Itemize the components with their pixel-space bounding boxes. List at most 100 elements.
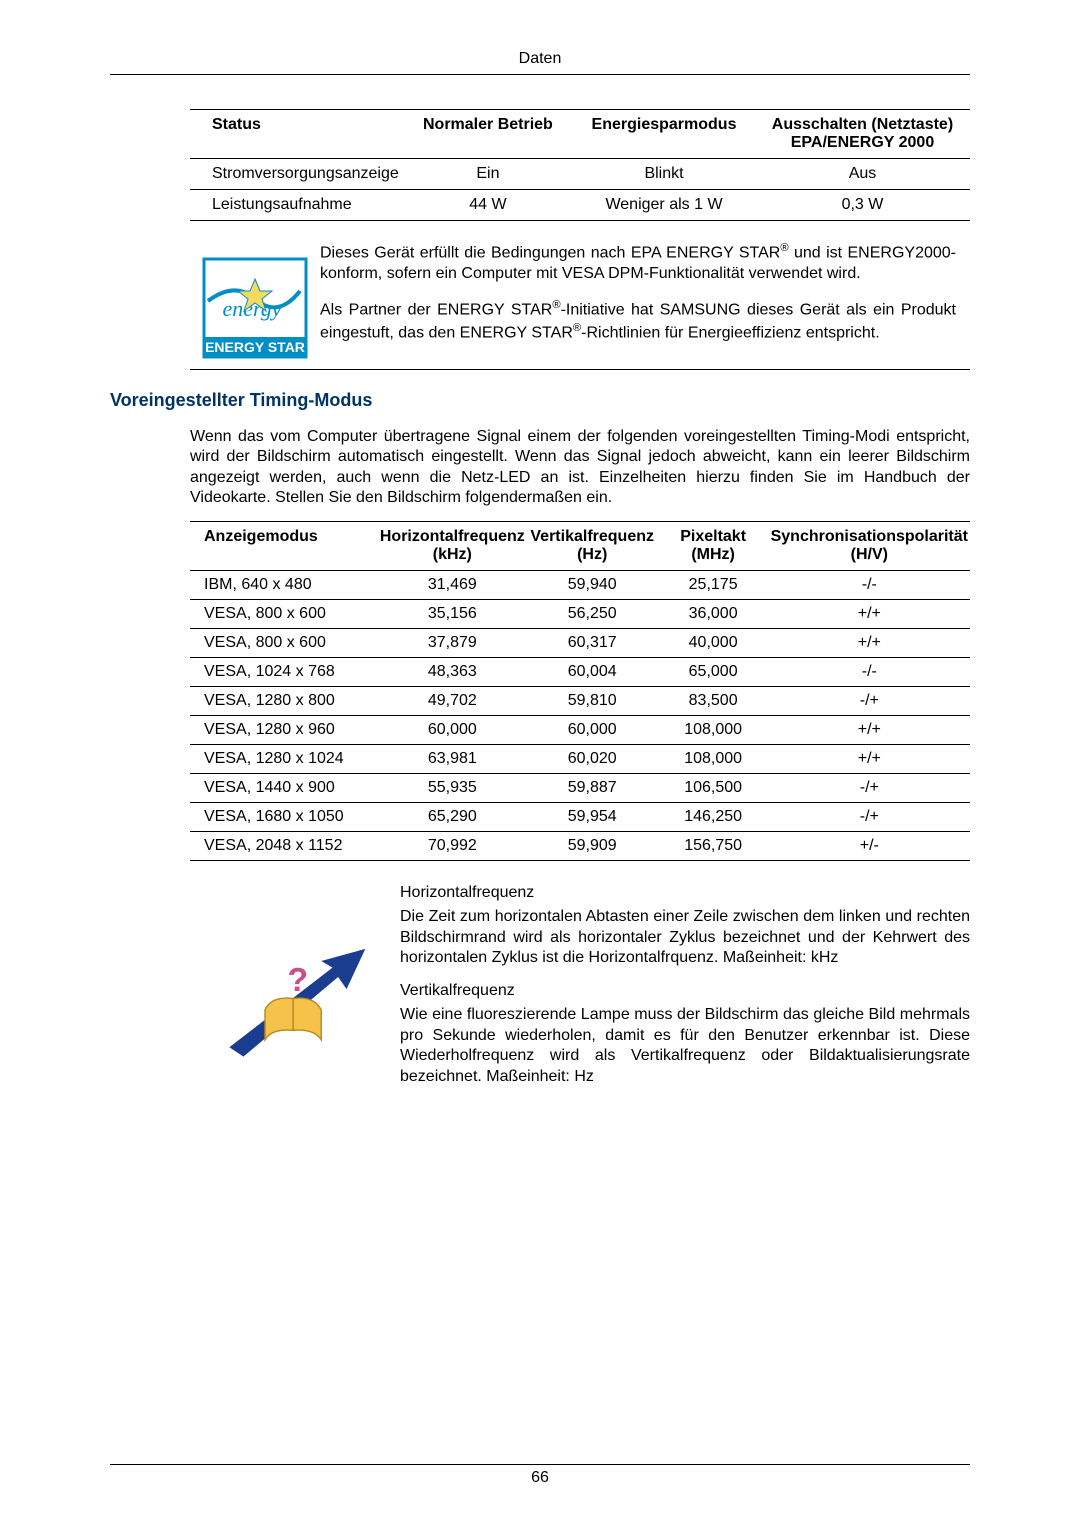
timing-cell: 60,000: [527, 715, 658, 744]
status-cell: Leistungsaufnahme: [190, 190, 403, 221]
page-number: 66: [531, 1469, 549, 1486]
timing-cell: 108,000: [658, 715, 769, 744]
status-th-1: Normaler Betrieb: [403, 110, 573, 159]
timing-cell: +/+: [769, 744, 970, 773]
timing-cell: 83,500: [658, 686, 769, 715]
timing-cell: 60,000: [378, 715, 527, 744]
timing-cell: 59,810: [527, 686, 658, 715]
timing-cell: VESA, 1680 x 1050: [190, 802, 378, 831]
table-row: VESA, 1680 x 105065,29059,954146,250-/+: [190, 802, 970, 831]
def-text-2: Wie eine fluoreszierende Lampe muss der …: [400, 1005, 970, 1087]
timing-cell: +/+: [769, 715, 970, 744]
status-cell: 0,3 W: [755, 190, 970, 221]
info-p2-pre: Als Partner der ENERGY STAR: [320, 302, 552, 319]
status-cell: Aus: [755, 159, 970, 190]
table-row: VESA, 2048 x 115270,99259,909156,750+/-: [190, 831, 970, 860]
table-row: VESA, 1280 x 96060,00060,000108,000+/+: [190, 715, 970, 744]
energy-star-badge: energy ENERGY STAR: [200, 241, 310, 361]
timing-cell: 63,981: [378, 744, 527, 773]
table-row: VESA, 1024 x 76848,36360,00465,000-/-: [190, 657, 970, 686]
table-row: VESA, 1280 x 102463,98160,020108,000+/+: [190, 744, 970, 773]
status-cell: Weniger als 1 W: [573, 190, 755, 221]
section-heading: Voreingestellter Timing-Modus: [110, 390, 970, 411]
timing-cell: 59,940: [527, 570, 658, 599]
energy-star-info: energy ENERGY STAR Dieses Gerät erfüllt …: [190, 241, 970, 370]
timing-cell: +/+: [769, 599, 970, 628]
badge-block: ENERGY STAR: [205, 339, 305, 355]
energy-star-text: Dieses Gerät erfüllt die Bedingungen nac…: [320, 241, 970, 361]
timing-cell: 31,469: [378, 570, 527, 599]
timing-cell: 56,250: [527, 599, 658, 628]
info-p2-post: -Richtlinien für Energieeffizienz entspr…: [581, 324, 880, 341]
timing-cell: 59,909: [527, 831, 658, 860]
timing-cell: 40,000: [658, 628, 769, 657]
status-cell: 44 W: [403, 190, 573, 221]
timing-cell: 108,000: [658, 744, 769, 773]
timing-cell: VESA, 2048 x 1152: [190, 831, 378, 860]
timing-th-2: Vertikalfrequenz (Hz): [527, 521, 658, 570]
definitions-block: ? Horizontalfrequenz Die Zeit zum horizo…: [190, 883, 970, 1099]
intro-paragraph: Wenn das vom Computer übertragene Signal…: [190, 427, 970, 509]
info-p1-pre: Dieses Gerät erfüllt die Bedingungen nac…: [320, 244, 780, 261]
status-th-2: Energiesparmodus: [573, 110, 755, 159]
timing-cell: 49,702: [378, 686, 527, 715]
timing-cell: 35,156: [378, 599, 527, 628]
timing-cell: VESA, 800 x 600: [190, 628, 378, 657]
timing-cell: 37,879: [378, 628, 527, 657]
timing-cell: VESA, 800 x 600: [190, 599, 378, 628]
def-term-2: Vertikalfrequenz: [400, 981, 970, 1001]
timing-cell: VESA, 1280 x 800: [190, 686, 378, 715]
status-th-3: Ausschalten (Netztaste) EPA/ENERGY 2000: [755, 110, 970, 159]
book-arrow-icon: ?: [190, 883, 400, 1099]
timing-cell: 106,500: [658, 773, 769, 802]
table-row: Stromversorgungsanzeige Ein Blinkt Aus: [190, 159, 970, 190]
timing-cell: 146,250: [658, 802, 769, 831]
timing-cell: -/+: [769, 773, 970, 802]
def-text-1: Die Zeit zum horizontalen Abtasten einer…: [400, 907, 970, 968]
table-row: VESA, 1440 x 90055,93559,887106,500-/+: [190, 773, 970, 802]
timing-cell: 156,750: [658, 831, 769, 860]
timing-cell: -/+: [769, 686, 970, 715]
status-cell: Stromversorgungsanzeige: [190, 159, 403, 190]
timing-cell: 60,020: [527, 744, 658, 773]
timing-th-4: Synchronisationspolarität (H/V): [769, 521, 970, 570]
status-table: Status Normaler Betrieb Energiesparmodus…: [190, 109, 970, 221]
timing-cell: -/-: [769, 570, 970, 599]
table-row: Leistungsaufnahme 44 W Weniger als 1 W 0…: [190, 190, 970, 221]
def-term-1: Horizontalfrequenz: [400, 883, 970, 903]
timing-cell: 59,887: [527, 773, 658, 802]
timing-cell: +/-: [769, 831, 970, 860]
timing-cell: 65,000: [658, 657, 769, 686]
timing-cell: 48,363: [378, 657, 527, 686]
page-footer: 66: [110, 1464, 970, 1487]
timing-cell: VESA, 1440 x 900: [190, 773, 378, 802]
timing-cell: 59,954: [527, 802, 658, 831]
table-row: IBM, 640 x 48031,46959,94025,175-/-: [190, 570, 970, 599]
status-cell: Ein: [403, 159, 573, 190]
timing-cell: 60,004: [527, 657, 658, 686]
timing-cell: -/-: [769, 657, 970, 686]
timing-table: Anzeigemodus Horizontalfrequenz (kHz) Ve…: [190, 521, 970, 861]
timing-cell: VESA, 1280 x 960: [190, 715, 378, 744]
status-th-0: Status: [190, 110, 403, 159]
status-cell: Blinkt: [573, 159, 755, 190]
timing-cell: IBM, 640 x 480: [190, 570, 378, 599]
timing-cell: 70,992: [378, 831, 527, 860]
timing-cell: VESA, 1280 x 1024: [190, 744, 378, 773]
timing-cell: 55,935: [378, 773, 527, 802]
timing-cell: 60,317: [527, 628, 658, 657]
timing-cell: 36,000: [658, 599, 769, 628]
timing-th-3: Pixeltakt (MHz): [658, 521, 769, 570]
page-header-title: Daten: [110, 50, 970, 75]
timing-cell: -/+: [769, 802, 970, 831]
timing-cell: 25,175: [658, 570, 769, 599]
timing-th-1: Horizontalfrequenz (kHz): [378, 521, 527, 570]
timing-cell: 65,290: [378, 802, 527, 831]
timing-cell: VESA, 1024 x 768: [190, 657, 378, 686]
timing-cell: +/+: [769, 628, 970, 657]
svg-text:?: ?: [288, 961, 309, 999]
table-row: VESA, 800 x 60037,87960,31740,000+/+: [190, 628, 970, 657]
table-row: VESA, 1280 x 80049,70259,81083,500-/+: [190, 686, 970, 715]
table-row: VESA, 800 x 60035,15656,25036,000+/+: [190, 599, 970, 628]
timing-th-0: Anzeigemodus: [190, 521, 378, 570]
